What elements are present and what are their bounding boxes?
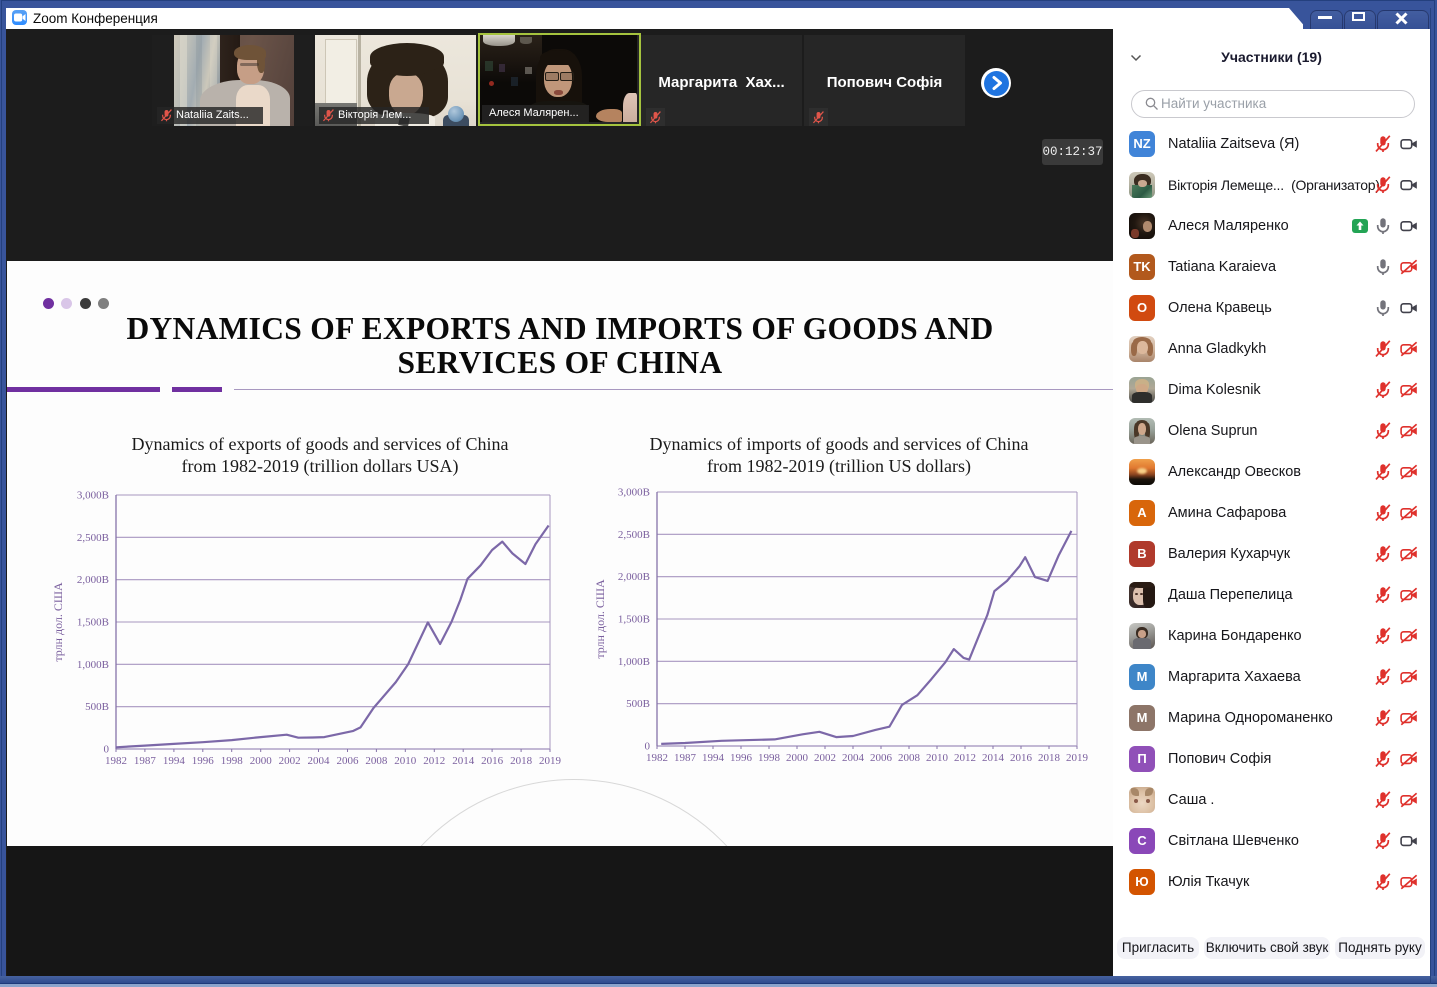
svg-text:2002: 2002 bbox=[279, 755, 301, 767]
svg-text:2012: 2012 bbox=[954, 752, 976, 764]
svg-text:1,000B: 1,000B bbox=[77, 659, 109, 671]
svg-text:500B: 500B bbox=[626, 698, 650, 710]
svg-text:2014: 2014 bbox=[452, 755, 475, 767]
svg-text:1,500B: 1,500B bbox=[77, 617, 109, 629]
svg-text:2,000B: 2,000B bbox=[77, 574, 109, 586]
svg-text:0: 0 bbox=[104, 744, 110, 756]
svg-text:2,500B: 2,500B bbox=[77, 532, 109, 544]
svg-text:2010: 2010 bbox=[394, 755, 417, 767]
svg-text:3,000B: 3,000B bbox=[77, 490, 109, 502]
svg-text:2002: 2002 bbox=[814, 752, 836, 764]
svg-text:1994: 1994 bbox=[702, 752, 725, 764]
svg-text:1982: 1982 bbox=[105, 755, 127, 767]
svg-text:2012: 2012 bbox=[423, 755, 445, 767]
svg-text:2000: 2000 bbox=[786, 752, 809, 764]
svg-text:2010: 2010 bbox=[926, 752, 949, 764]
svg-text:1982: 1982 bbox=[646, 752, 668, 764]
svg-text:1996: 1996 bbox=[730, 752, 753, 764]
svg-text:2019: 2019 bbox=[1066, 752, 1089, 764]
svg-text:2016: 2016 bbox=[481, 755, 504, 767]
svg-text:2,000B: 2,000B bbox=[618, 571, 650, 583]
svg-text:1987: 1987 bbox=[674, 752, 697, 764]
svg-text:2,500B: 2,500B bbox=[618, 529, 650, 541]
svg-text:2008: 2008 bbox=[898, 752, 921, 764]
svg-text:1998: 1998 bbox=[221, 755, 244, 767]
svg-text:2018: 2018 bbox=[510, 755, 532, 767]
svg-text:2019: 2019 bbox=[539, 755, 562, 767]
svg-text:трлн дол. США: трлн дол. США bbox=[593, 579, 607, 659]
svg-text:2000: 2000 bbox=[250, 755, 273, 767]
svg-text:2014: 2014 bbox=[982, 752, 1005, 764]
svg-text:3,000B: 3,000B bbox=[618, 487, 650, 499]
svg-text:1,500B: 1,500B bbox=[618, 614, 650, 626]
svg-text:1987: 1987 bbox=[134, 755, 157, 767]
svg-text:1998: 1998 bbox=[758, 752, 781, 764]
svg-text:500B: 500B bbox=[85, 701, 109, 713]
svg-text:1,000B: 1,000B bbox=[618, 656, 650, 668]
svg-text:0: 0 bbox=[645, 741, 651, 753]
svg-text:трлн дол. США: трлн дол. США bbox=[51, 582, 65, 662]
svg-text:2006: 2006 bbox=[870, 752, 893, 764]
svg-text:2004: 2004 bbox=[842, 752, 865, 764]
svg-text:2018: 2018 bbox=[1038, 752, 1061, 764]
svg-text:1994: 1994 bbox=[163, 755, 186, 767]
svg-text:2008: 2008 bbox=[365, 755, 388, 767]
svg-text:2016: 2016 bbox=[1010, 752, 1033, 764]
svg-text:2006: 2006 bbox=[337, 755, 360, 767]
svg-text:1996: 1996 bbox=[192, 755, 215, 767]
svg-text:2004: 2004 bbox=[308, 755, 331, 767]
